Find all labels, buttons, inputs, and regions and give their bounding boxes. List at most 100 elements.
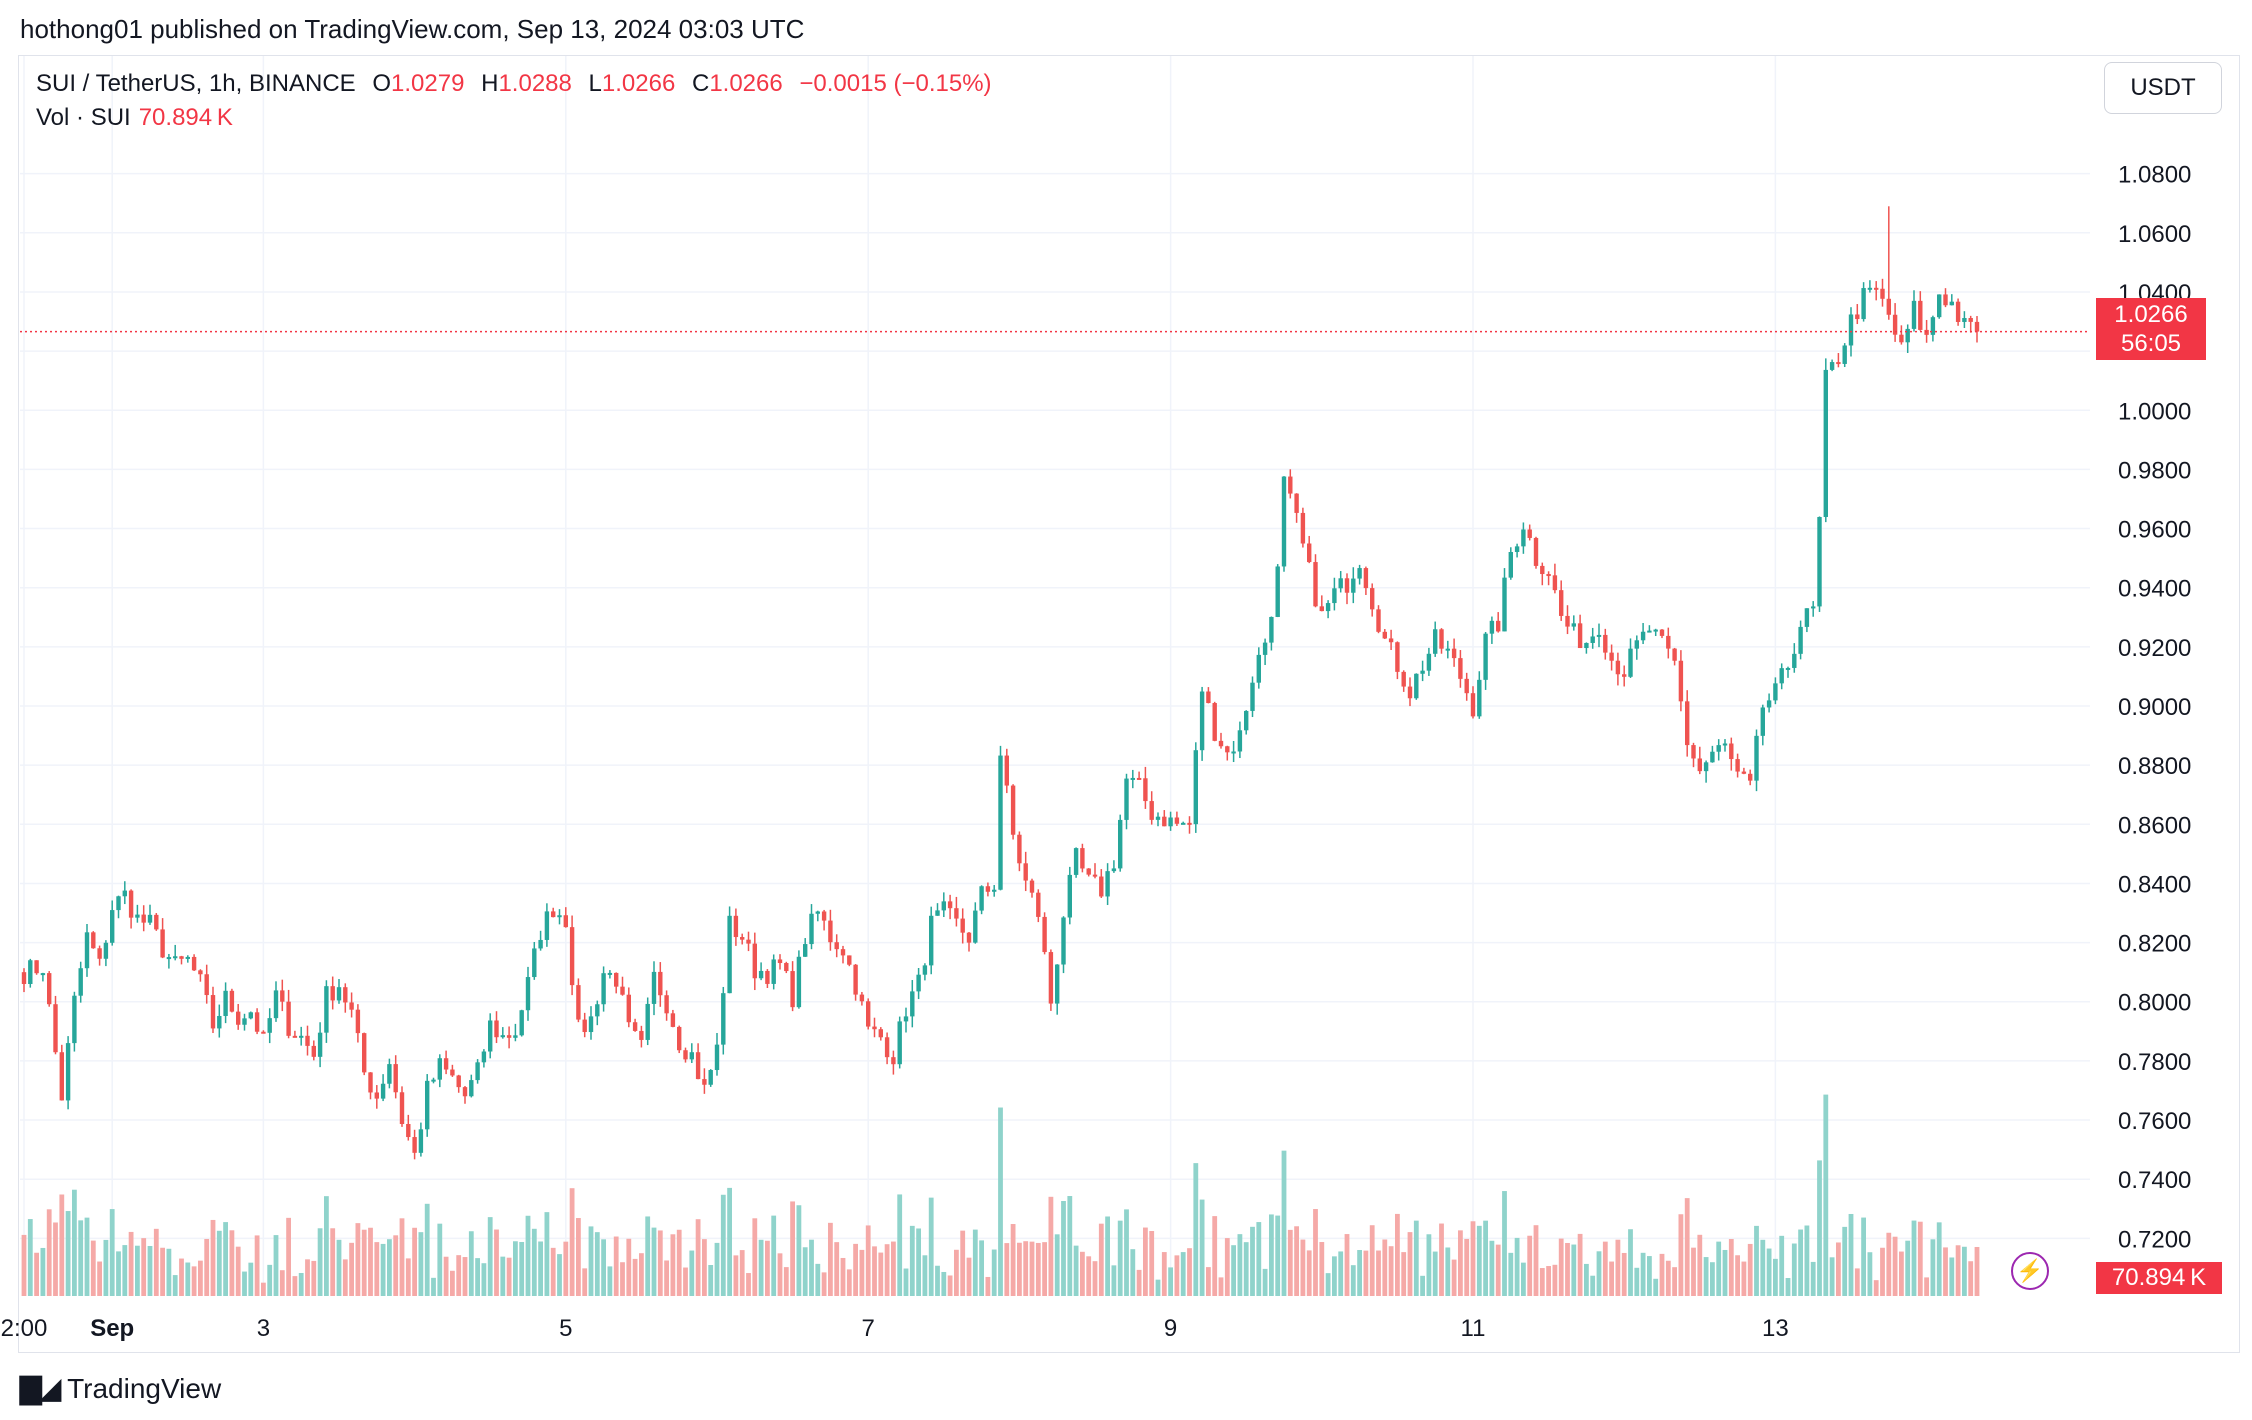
candle-body [1225,746,1230,753]
time-tick-label: 5 [559,1315,572,1342]
lightning-icon[interactable]: ⚡ [2011,1252,2049,1290]
candle-body [154,914,159,930]
price-tick-label: 1.0600 [2118,221,2191,248]
candle-body [1124,778,1129,820]
volume-bar [1508,1252,1514,1296]
volume-bar [1596,1251,1602,1296]
volume-bar [1269,1214,1274,1296]
candle-body [443,1058,449,1070]
candle-body [343,987,348,1003]
candle-body [626,994,631,1023]
volume-bar [261,1282,266,1296]
volume-label[interactable]: Vol · SUI [36,104,131,131]
volume-bar [1647,1256,1652,1296]
ohlc-legend: SUI / TetherUS, 1h, BINANCE O1.0279 H1.0… [36,70,992,98]
candle-body [1376,609,1381,632]
chart-frame[interactable] [18,55,2240,1353]
candle-body [601,973,606,1005]
candle-body [1130,777,1135,780]
volume-bar [78,1220,84,1296]
volume-bar [689,1250,695,1296]
candle-body [185,956,190,959]
volume-bar [1735,1255,1740,1296]
price-tick-label: 0.7800 [2118,1049,2191,1076]
volume-bar [771,1215,777,1296]
volume-bar [1577,1233,1583,1296]
volume-bar [1470,1221,1476,1296]
candle-body [1829,362,1835,370]
volume-bar [1836,1242,1841,1296]
candle-body [884,1037,890,1058]
candle-body [1099,876,1104,897]
close-label: C [691,70,710,97]
candle-body [866,1001,871,1027]
candle-body [1344,578,1350,593]
volume-bar [1218,1277,1224,1296]
candle-body [595,1004,600,1017]
volume-bar [380,1243,386,1296]
volume-bar [1565,1242,1570,1296]
candle-body [437,1058,442,1080]
candle-body [1886,298,1891,315]
volume-bar [248,1262,254,1296]
volume-tag: 70.894 K [2096,1262,2222,1294]
volume-bar [342,1259,348,1296]
candle-body [1023,863,1028,881]
time-tick-label: Sep [90,1315,134,1342]
candle-body [355,1009,361,1034]
volume-bar [305,1259,310,1296]
candle-body [362,1033,367,1073]
candle-body [1382,631,1387,639]
currency-button[interactable]: USDT [2104,62,2222,114]
volume-bar [355,1223,361,1296]
candle-body [1262,642,1268,655]
candle-body [1748,773,1753,781]
volume-bar [1054,1234,1060,1296]
volume-bar [1193,1163,1199,1296]
candle-body [557,915,562,918]
candle-body [784,963,789,972]
volume-bar [1029,1241,1035,1296]
candle-body [223,990,228,1016]
volume-bar [695,1219,701,1296]
candle-body [349,1002,354,1010]
candle-body [1924,329,1929,335]
last-price-tag: 1.0266 56:05 [2096,298,2206,360]
symbol-label[interactable]: SUI / TetherUS, 1h, BINANCE [36,70,356,97]
candle-body [563,915,568,928]
candle-body [1672,648,1677,661]
candle-body [1716,745,1721,752]
candle-body [1729,743,1734,760]
volume-bar [1861,1217,1866,1296]
volume-bar [1262,1268,1268,1296]
volume-bar [1571,1244,1577,1296]
volume-bar [1325,1273,1331,1296]
candle-body [1855,314,1860,320]
candle-body [1086,868,1091,875]
volume-bar [1514,1237,1520,1296]
volume-bar [1911,1220,1917,1296]
volume-bar [412,1227,417,1296]
candle-body [1288,476,1293,494]
candle-body [59,1052,64,1101]
volume-bar [878,1252,884,1296]
volume-bars [21,1094,1980,1296]
volume-bar [46,1209,52,1296]
volume-bar [235,1246,241,1296]
volume-bar [1640,1252,1646,1296]
volume-bar [1527,1235,1533,1296]
footer: ▇◢ TradingView [20,1372,221,1405]
candle-body [1357,568,1362,579]
volume-bar [1332,1256,1337,1296]
volume-bar [790,1201,795,1296]
volume-bar [1974,1246,1980,1296]
price-tick-label: 0.8400 [2118,871,2191,898]
candle-body [34,960,39,974]
candle-body [1785,667,1791,670]
volume-bar [1067,1196,1073,1296]
candle-body [740,937,745,940]
volume-bar [1105,1216,1110,1296]
candle-body [1527,529,1532,538]
candle-body [494,1020,499,1038]
